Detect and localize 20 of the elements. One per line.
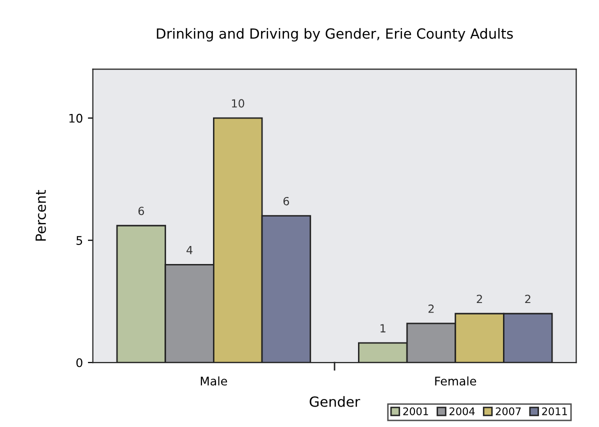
y-tick-label: 0 [76,358,82,368]
data-label: 10 [232,99,244,108]
x-tick-label: Female [435,376,476,386]
data-label: 2 [525,294,530,303]
data-label: 1 [380,324,386,332]
data-label: 2 [476,294,482,303]
data-label: 6 [283,196,290,206]
data-label: 6 [138,206,144,216]
legend-label: 2011 [542,407,567,416]
legend-label: 2007 [496,407,521,416]
y-tick-label: 5 [76,236,82,245]
y-axis-title: Percent [36,190,46,241]
data-label: 4 [186,246,192,254]
x-axis-title: Gender [310,396,360,407]
y-tick-label: 10 [69,114,82,123]
x-tick-label: Male [200,376,228,386]
legend-label: 2001 [403,407,428,416]
legend-label: 2004 [450,407,475,416]
chart-title: Drinking and Driving by Gender, Erie County Adults [156,28,513,42]
data-label: 2 [428,304,434,313]
